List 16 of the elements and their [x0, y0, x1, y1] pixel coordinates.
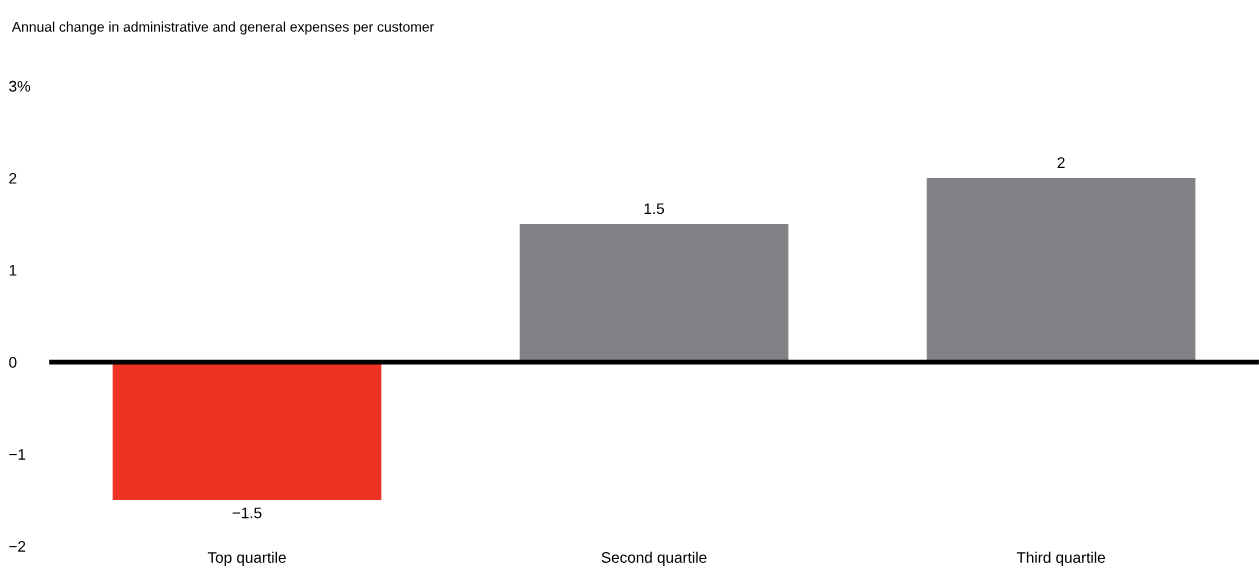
y-tick-label: −1 [9, 449, 26, 460]
data-label: 2 [1057, 157, 1065, 168]
chart-title: Annual change in administrative and general expenses per customer [11, 21, 434, 35]
y-tick-label: 0 [9, 356, 17, 368]
bar [112, 362, 382, 501]
y-tick-label: 3% [9, 80, 31, 92]
bar [926, 178, 1196, 363]
data-label: 1.5 [644, 203, 665, 215]
x-tick-label: Third quartile [1016, 551, 1105, 566]
y-tick-label: 1 [9, 265, 17, 276]
x-tick-label: Top quartile [207, 551, 286, 566]
y-tick-label: 2 [9, 172, 17, 184]
x-tick-label: Second quartile [601, 551, 707, 566]
y-tick-label: −2 [9, 541, 26, 552]
data-label: −1.5 [232, 507, 262, 519]
bar [519, 224, 789, 363]
